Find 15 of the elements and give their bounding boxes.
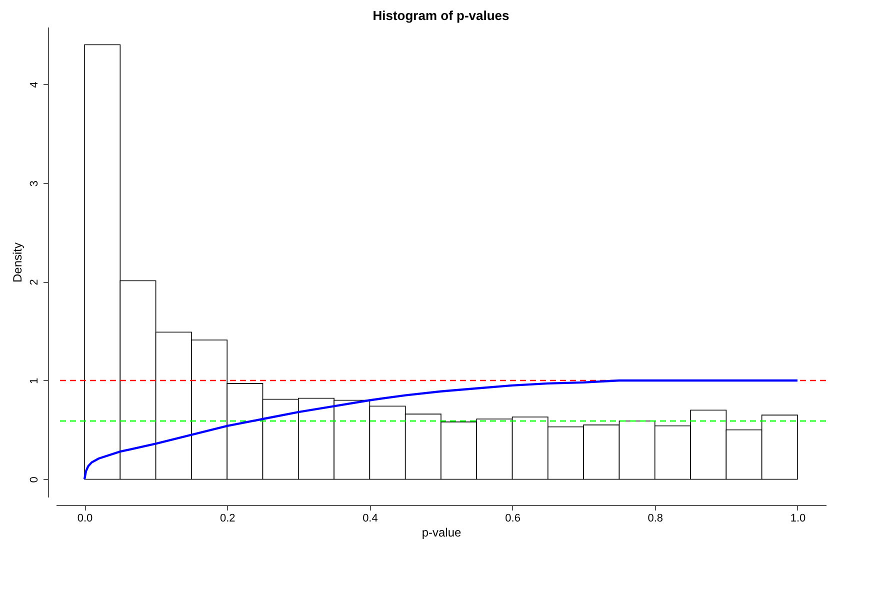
x-tick-label: 0.6 — [505, 512, 520, 524]
x-tick-label: 0.4 — [362, 512, 378, 524]
x-axis-title: p-value — [422, 526, 462, 540]
x-tick-label: 0.0 — [77, 512, 93, 524]
x-tick-label: 1.0 — [790, 512, 806, 524]
y-tick-label: 3 — [28, 180, 40, 187]
y-axis-title: Density — [10, 242, 24, 283]
y-tick-label: 0 — [28, 476, 40, 483]
chart-title: Histogram of p-values — [372, 8, 510, 23]
x-tick-label: 0.2 — [220, 512, 236, 524]
y-tick-label: 4 — [28, 82, 40, 88]
x-tick-label: 0.8 — [648, 512, 664, 524]
y-tick-label: 1 — [28, 378, 40, 384]
line-series — [83, 379, 799, 480]
y-tick-label: 2 — [28, 279, 40, 286]
